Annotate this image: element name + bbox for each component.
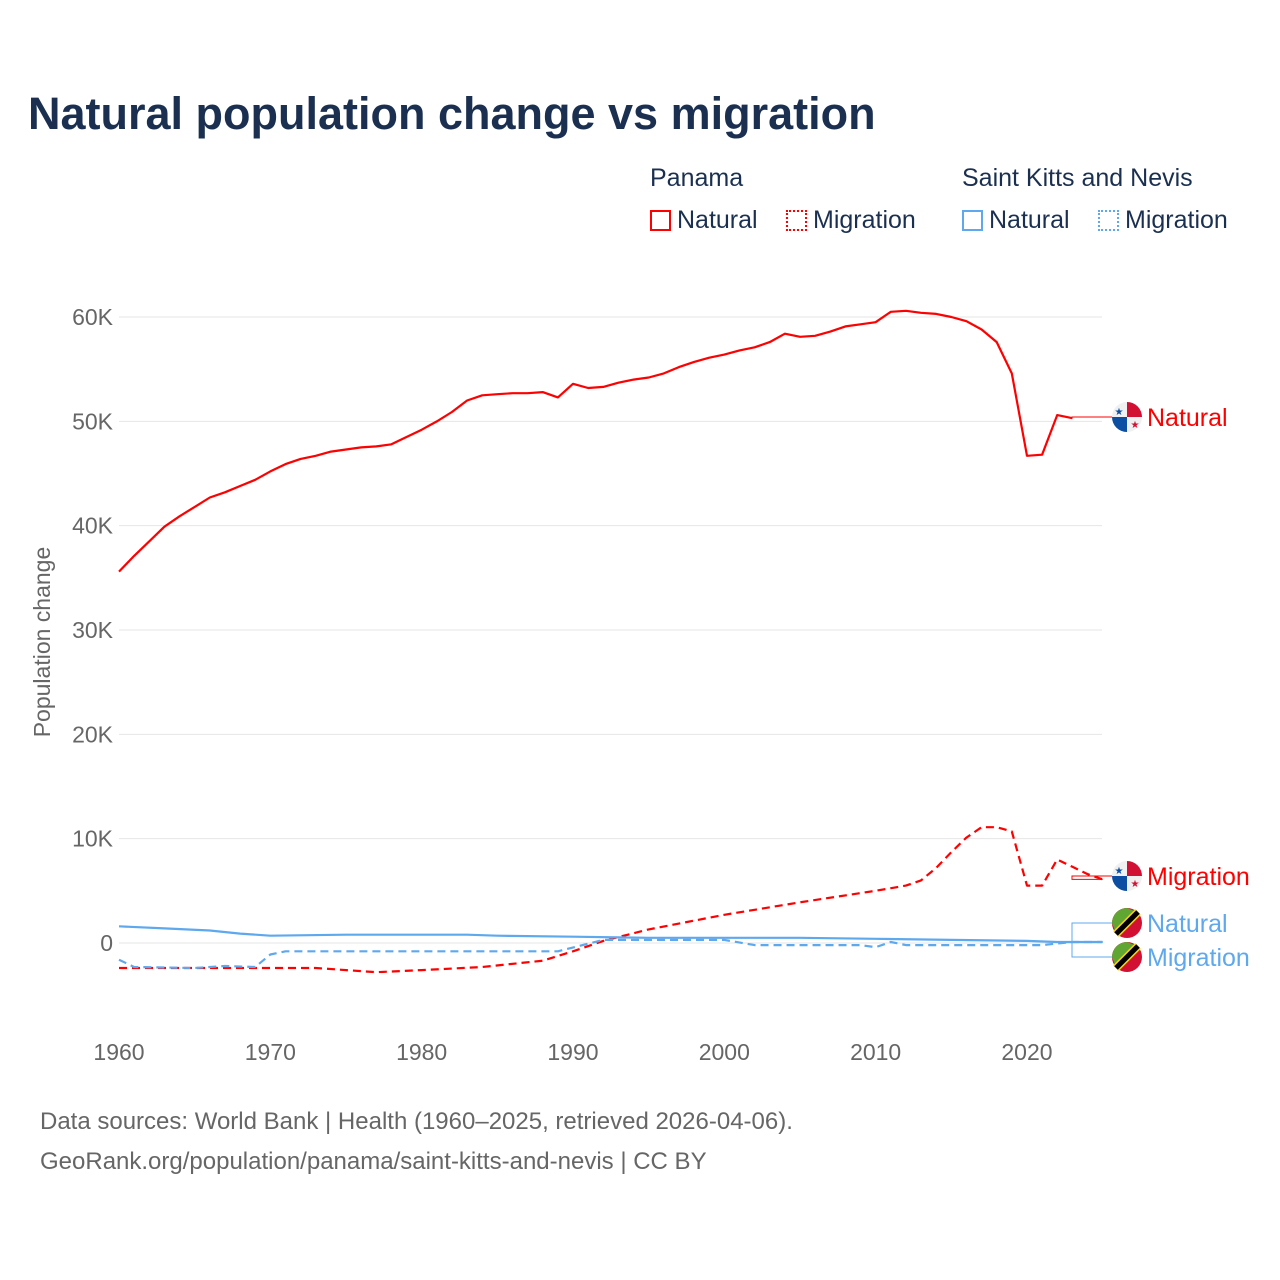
legend-group-skn: Saint Kitts and Nevis <box>962 164 1193 192</box>
flag-quarter <box>1112 417 1127 432</box>
legend-swatch-dotted <box>1098 210 1119 231</box>
flag-star: ★ <box>1115 407 1124 418</box>
y-tick-label: 0 <box>100 930 113 956</box>
footer-url[interactable]: GeoRank.org/population/panama/saint-kitt… <box>40 1148 707 1175</box>
chart-title: Natural population change vs migration <box>28 88 876 139</box>
series-end-label: Migration <box>1147 944 1250 972</box>
legend-skn-natural[interactable]: Natural <box>962 206 1070 235</box>
series-line-panama-natural <box>118 309 1073 573</box>
y-tick-label: 20K <box>72 721 114 747</box>
series-line-panama-migration <box>119 826 1103 974</box>
flag-band <box>1114 944 1140 970</box>
x-tick-label: 2010 <box>850 1039 901 1065</box>
legend-swatch-dotted <box>786 210 807 231</box>
series-end-label: Migration <box>1147 863 1250 891</box>
series-line-saint-kitts-and-nevis-natural <box>118 925 1103 944</box>
y-tick-label: 30K <box>72 617 114 643</box>
y-tick-label: 50K <box>72 408 114 434</box>
flag-band <box>1114 910 1140 936</box>
legend-swatch-solid <box>962 210 983 231</box>
series-line-saint-kitts-and-nevis-migration <box>118 938 1103 970</box>
flag-quarter <box>1127 402 1142 417</box>
x-tick-label: 1990 <box>547 1039 598 1065</box>
legend-label: Migration <box>1125 206 1228 234</box>
legend-swatch-solid <box>650 210 671 231</box>
y-tick-label: 60K <box>72 304 114 330</box>
footer-source: Data sources: World Bank | Health (1960–… <box>40 1108 793 1135</box>
label-connector <box>1071 416 1112 419</box>
series-end-label: Natural <box>1147 404 1228 432</box>
legend-skn-migration[interactable]: Migration <box>1098 206 1228 235</box>
series-end-label: Natural <box>1147 910 1228 938</box>
legend-group-panama: Panama <box>650 164 744 192</box>
legend-panama-migration[interactable]: Migration <box>786 206 916 235</box>
x-tick-label: 2020 <box>1001 1039 1052 1065</box>
label-connector <box>1071 875 1112 880</box>
x-tick-label: 1960 <box>93 1039 144 1065</box>
x-tick-label: 1980 <box>396 1039 447 1065</box>
flag-quarter <box>1112 876 1127 891</box>
y-axis-label: Population change <box>29 547 55 738</box>
legend-label: Natural <box>989 206 1070 234</box>
y-tick-label: 10K <box>72 826 114 852</box>
flag-star: ★ <box>1131 879 1140 890</box>
legend-label: Migration <box>813 206 916 234</box>
x-tick-label: 2000 <box>699 1039 750 1065</box>
flag-quarter <box>1127 861 1142 876</box>
flag-star: ★ <box>1115 866 1124 877</box>
label-connector <box>1071 941 1112 958</box>
flag-star: ★ <box>1131 420 1140 431</box>
y-tick-label: 40K <box>72 513 114 539</box>
label-connector <box>1071 922 1112 943</box>
legend-panama-natural[interactable]: Natural <box>650 206 758 235</box>
legend-label: Natural <box>677 206 758 234</box>
x-tick-label: 1970 <box>245 1039 296 1065</box>
